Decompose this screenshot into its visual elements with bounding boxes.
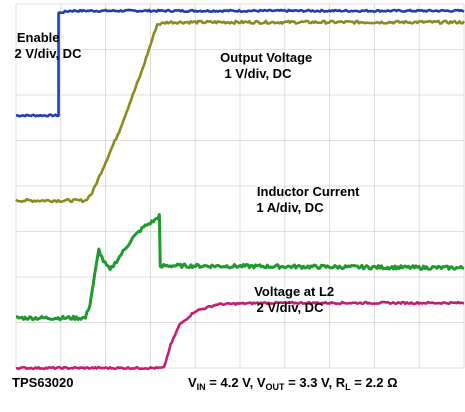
label-inductor-current-line2: 1 A/div, DC (256, 200, 324, 215)
footer-vout-sub: OUT (266, 382, 286, 392)
footer-vin-v: V (188, 375, 197, 390)
footer-device: TPS63020 (12, 375, 73, 390)
grid (15, 3, 465, 369)
traces (15, 8, 465, 371)
footer-conditions: VIN = 4.2 V, VOUT = 3.3 V, RL = 2.2 Ω (188, 375, 398, 392)
trace-voltage-l2 (15, 300, 465, 371)
label-voltage-l2: Voltage at L2 2 V/div, DC (254, 284, 338, 315)
label-enable-line2: 2 V/div, DC (15, 46, 83, 61)
label-enable: Enable 2 V/div, DC (15, 30, 83, 61)
label-voltage-l2-line1: Voltage at L2 (254, 284, 334, 299)
label-inductor-current: Inductor Current 1 A/div, DC (256, 184, 363, 215)
label-inductor-current-line1: Inductor Current (257, 184, 360, 199)
label-voltage-l2-line2: 2 V/div, DC (257, 300, 325, 315)
label-enable-line1: Enable (17, 30, 60, 45)
trace-output-voltage (15, 19, 465, 204)
footer-vin-sub: IN (197, 382, 206, 392)
label-output-voltage: Output Voltage 1 V/div, DC (220, 50, 316, 81)
footer-rl-sub: L (345, 382, 351, 392)
trace-enable (15, 8, 465, 118)
label-output-voltage-line1: Output Voltage (220, 50, 312, 65)
footer-vin-value: = 4.2 V, V (206, 375, 266, 390)
label-output-voltage-line2: 1 V/div, DC (225, 66, 293, 81)
trace-inductor-current (15, 213, 465, 322)
footer-vout-value: = 3.3 V, R (285, 375, 346, 390)
footer-rl-value: = 2.2 Ω (351, 375, 398, 390)
